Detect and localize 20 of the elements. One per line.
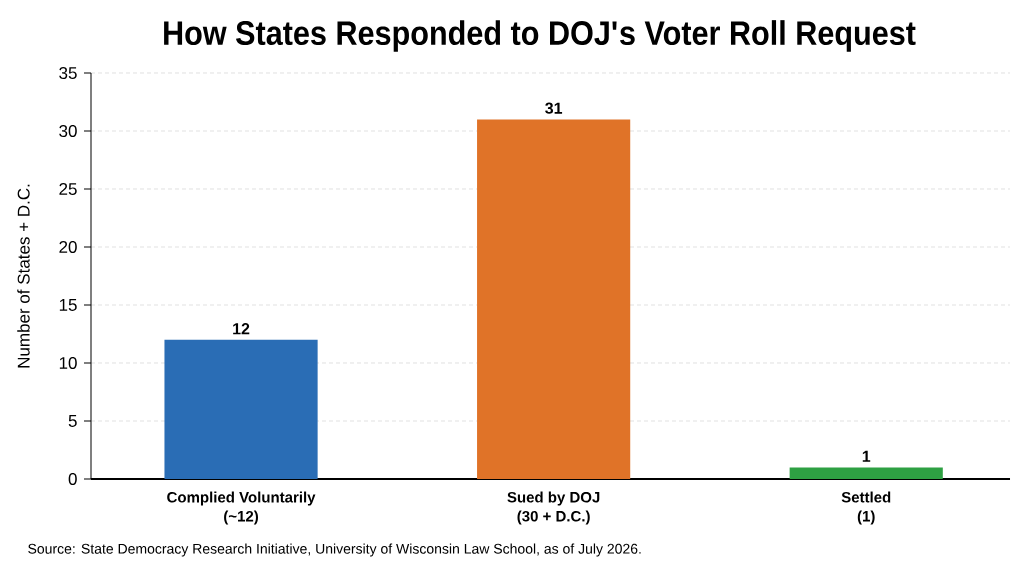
bar [164,339,318,479]
y-tick-label: 30 [59,124,77,138]
data-label: 12 [233,323,250,335]
y-axis-title: Number of States + D.C. [17,184,30,368]
source-note: Source: State Democracy Research Initiative, University of Wisconsin Law School, as of July 2026. [28,543,641,557]
x-tick-label: Settled (1) [841,491,891,525]
y-tick-label: 0 [68,472,77,486]
bar [477,119,631,479]
y-tick-label: 35 [59,66,77,80]
bar [789,467,943,479]
x-tick-label: Sued by DOJ (30 + D.C.) [507,491,600,525]
data-label: 1 [862,450,871,462]
x-tick-label: Complied Voluntarily (~12) [167,491,316,525]
y-tick-label: 5 [68,415,77,427]
chart-title: How States Responded to DOJ's Voter Roll Request [164,20,916,52]
y-tick-label: 20 [59,240,77,254]
y-tick-label: 10 [59,356,77,370]
y-tick-label: 15 [59,299,77,311]
data-label: 31 [545,102,563,114]
y-tick-label: 25 [59,182,77,196]
